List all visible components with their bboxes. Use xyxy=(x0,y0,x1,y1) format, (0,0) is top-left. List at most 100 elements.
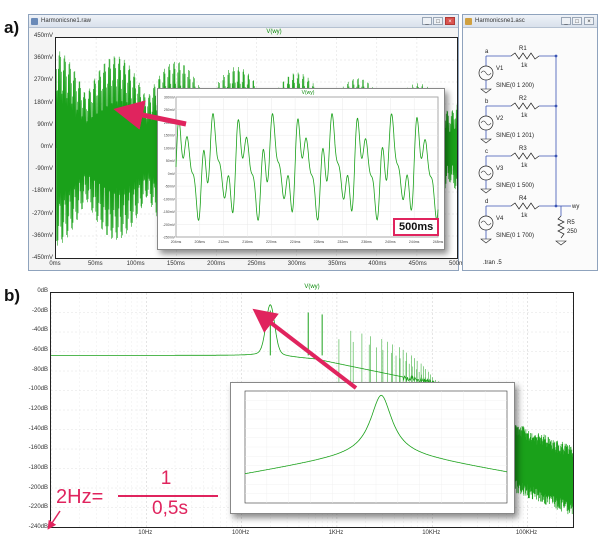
node-label: a xyxy=(485,49,489,55)
resistor-name: R4 xyxy=(519,196,527,202)
waveform-plot-title: V(wy) xyxy=(266,29,281,35)
waveform-x-tick: 100ms xyxy=(127,261,145,267)
inset-x-tick: 244ms xyxy=(409,240,420,244)
formula-fraction-bar xyxy=(118,495,218,497)
fft-x-tick: 1KHz xyxy=(329,530,344,536)
waveform-window-title: Harmonicsne1.raw xyxy=(41,18,91,24)
ground-icon xyxy=(481,189,491,193)
resistor-r2[interactable] xyxy=(511,103,539,109)
inset-x-tick: 216ms xyxy=(242,240,253,244)
formula-denominator: 0,5s xyxy=(120,498,220,520)
source-name: V2 xyxy=(496,116,504,122)
ground-icon xyxy=(481,239,491,243)
fft-y-tick: -120dB xyxy=(4,406,48,412)
waveform-y-tick: 360mV xyxy=(9,55,53,61)
inset-y-tick: 250mV xyxy=(164,108,176,112)
waveform-y-tick: -360mV xyxy=(9,233,53,239)
source-spec: SINE(0 1 700) xyxy=(496,233,534,239)
schematic-window-title: Harmonicsne1.asc xyxy=(475,18,525,24)
resistor-name: R2 xyxy=(519,96,527,102)
resistor-r4[interactable] xyxy=(511,203,539,209)
fft-y-tick: -220dB xyxy=(4,504,48,510)
inset-x-tick: 224ms xyxy=(290,240,301,244)
schematic-titlebar[interactable]: Harmonicsne1.asc _ □ × xyxy=(463,15,597,28)
inset-y-tick: -250mV xyxy=(163,236,176,240)
fft-x-tick: 10Hz xyxy=(138,530,152,536)
inset-x-tick: 208ms xyxy=(195,240,206,244)
minimize-button[interactable]: _ xyxy=(422,17,432,25)
inset-x-tick: 240ms xyxy=(385,240,396,244)
schematic-window[interactable]: Harmonicsne1.asc _ □ × a R1 1k V1 SINE(0 1 2… xyxy=(462,14,598,271)
resistor-name: R3 xyxy=(519,146,527,152)
inset-y-tick: 150mV xyxy=(164,134,176,138)
schematic-maximize-button[interactable]: □ xyxy=(572,17,582,25)
inset-y-tick: -150mV xyxy=(163,210,176,214)
waveform-y-tick: 180mV xyxy=(9,100,53,106)
resistor-r3[interactable] xyxy=(511,153,539,159)
waveform-titlebar[interactable]: Harmonicsne1.raw _ □ × xyxy=(29,15,458,28)
inset-x-tick: 228ms xyxy=(314,240,325,244)
circuit-schematic[interactable]: a R1 1k V1 SINE(0 1 200) b R2 1k V2 SINE(0 1 201)… xyxy=(463,28,599,272)
resistor-value: 1k xyxy=(521,213,528,219)
source-spec: SINE(0 1 201) xyxy=(496,133,534,139)
inset-y-tick: -50mV xyxy=(165,185,176,189)
schematic-window-icon xyxy=(465,18,472,25)
source-spec: SINE(0 1 200) xyxy=(496,83,534,89)
inset-y-tick: -100mV xyxy=(163,197,176,201)
resistor-r1[interactable] xyxy=(511,53,539,59)
fft-y-tick: -180dB xyxy=(4,465,48,471)
close-button[interactable]: × xyxy=(445,17,455,25)
output-node-label: wy xyxy=(571,204,579,210)
formula-numerator: 1 xyxy=(136,468,196,490)
resistor-name: R1 xyxy=(519,46,527,52)
fft-y-tick: -200dB xyxy=(4,485,48,491)
waveform-y-tick: 270mV xyxy=(9,77,53,83)
fft-y-tick: -100dB xyxy=(4,386,48,392)
schematic-minimize-button[interactable]: _ xyxy=(561,17,571,25)
ground-icon xyxy=(556,241,566,245)
node-label: d xyxy=(485,199,488,205)
waveform-y-tick: 90mV xyxy=(9,122,53,128)
spice-directive[interactable]: .tran .5 xyxy=(483,260,502,266)
resistor-name: R5 xyxy=(567,220,575,226)
ground-icon xyxy=(481,89,491,93)
schematic-close-button[interactable]: × xyxy=(584,17,594,25)
waveform-x-tick: 250ms xyxy=(247,261,265,267)
fft-y-tick: -160dB xyxy=(4,445,48,451)
inset-x-tick: 248ms xyxy=(433,240,444,244)
inset-y-tick: 100mV xyxy=(164,146,176,150)
source-name: V4 xyxy=(496,216,504,222)
formula-lhs: 2Hz= xyxy=(56,486,103,509)
waveform-window-icon xyxy=(31,18,38,25)
duration-callout: 500ms xyxy=(393,218,439,236)
fft-y-tick: 0dB xyxy=(4,288,48,294)
waveform-x-tick: 150ms xyxy=(167,261,185,267)
waveform-x-tick: 300ms xyxy=(288,261,306,267)
waveform-x-tick: 350ms xyxy=(328,261,346,267)
waveform-y-tick: -180mV xyxy=(9,188,53,194)
fft-plot-title: V(wy) xyxy=(304,284,319,290)
resistor-value: 1k xyxy=(521,113,528,119)
fft-x-tick: 10KHz xyxy=(422,530,440,536)
waveform-x-tick: 200ms xyxy=(207,261,225,267)
inset-x-tick: 232ms xyxy=(337,240,348,244)
resistor-r5[interactable] xyxy=(558,216,564,238)
waveform-x-tick: 400ms xyxy=(368,261,386,267)
waveform-x-tick: 50ms xyxy=(88,261,103,267)
waveform-y-tick: -90mV xyxy=(9,166,53,172)
waveform-y-tick: -450mV xyxy=(9,255,53,261)
source-name: V3 xyxy=(496,166,504,172)
fft-y-tick: -240dB xyxy=(4,524,48,530)
inset-x-tick: 212ms xyxy=(218,240,229,244)
inset-y-tick: 0mV xyxy=(168,172,176,176)
resistor-value: 1k xyxy=(521,63,528,69)
waveform-x-tick: 0ms xyxy=(49,261,60,267)
fft-y-tick: -20dB xyxy=(4,308,48,314)
waveform-y-tick: 450mV xyxy=(9,33,53,39)
inset-x-tick: 204ms xyxy=(171,240,182,244)
waveform-window[interactable]: Harmonicsne1.raw _ □ × V(wy) V(wy) 300mV… xyxy=(28,14,459,271)
waveform-y-tick: -270mV xyxy=(9,211,53,217)
inset-x-tick: 220ms xyxy=(266,240,277,244)
inset-x-tick: 236ms xyxy=(361,240,372,244)
maximize-button[interactable]: □ xyxy=(433,17,443,25)
